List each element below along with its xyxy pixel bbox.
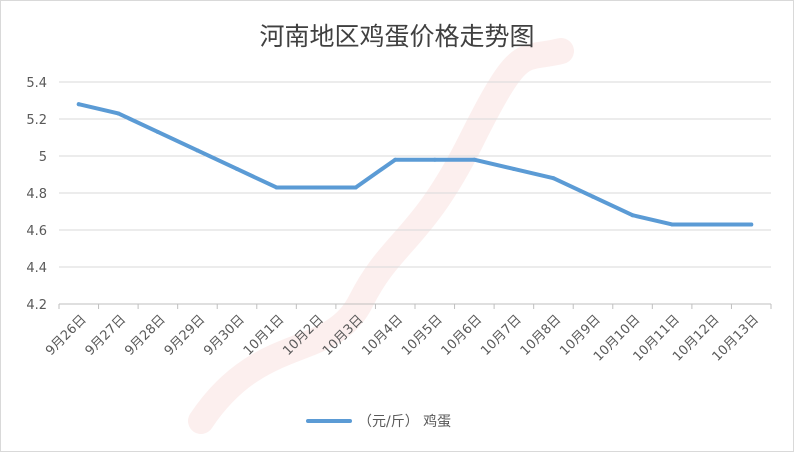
x-tick-label: 10月7日 (478, 312, 525, 359)
legend: （元/斤） 鸡蛋 (306, 413, 451, 430)
chart-title: 河南地区鸡蛋价格走势图 (259, 22, 534, 51)
y-tick-label: 5.4 (26, 76, 47, 91)
y-tick-label: 5.2 (26, 113, 47, 128)
data-point (274, 185, 279, 190)
legend-label: （元/斤） 鸡蛋 (358, 413, 451, 430)
data-point (314, 185, 319, 190)
y-tick-label: 4.4 (26, 261, 47, 276)
data-point (235, 166, 239, 171)
x-tick-label: 9月28日 (122, 312, 169, 359)
grid-lines (59, 81, 771, 305)
x-tick-label: 10月4日 (360, 312, 407, 359)
data-point (393, 157, 398, 162)
x-tick-label: 10月8日 (518, 312, 565, 359)
data-point (76, 102, 81, 107)
x-axis: 9月26日9月27日9月28日9月29日9月30日10月1日10月2日10月3日… (43, 304, 772, 365)
data-point (630, 213, 635, 218)
series-line (76, 102, 754, 227)
data-point (155, 129, 160, 134)
x-tick-label: 10月5日 (399, 312, 446, 359)
data-point (116, 111, 121, 116)
y-tick-label: 4.6 (26, 224, 47, 239)
x-tick-label: 10月6日 (439, 312, 486, 359)
x-tick-label: 9月29日 (162, 312, 209, 359)
data-point (709, 222, 714, 227)
data-point (749, 222, 754, 227)
data-point (195, 148, 200, 153)
y-tick-label: 5 (39, 150, 47, 165)
x-tick-label: 9月30日 (201, 312, 248, 359)
data-point (432, 157, 437, 162)
data-point (472, 157, 477, 162)
data-point (591, 194, 595, 199)
data-point (670, 222, 675, 227)
series-layer (76, 102, 754, 227)
data-point (353, 185, 358, 190)
y-axis: 5.4 5.2 5 4.8 4.6 4.4 4.2 (26, 76, 47, 313)
y-tick-label: 4.2 (26, 298, 47, 313)
watermark-logo (188, 38, 574, 434)
x-tick-label: 9月26日 (43, 312, 90, 359)
x-tick-label: 9月27日 (83, 312, 130, 359)
y-tick-label: 4.8 (26, 187, 47, 202)
data-point (551, 176, 556, 181)
data-point (511, 166, 516, 171)
